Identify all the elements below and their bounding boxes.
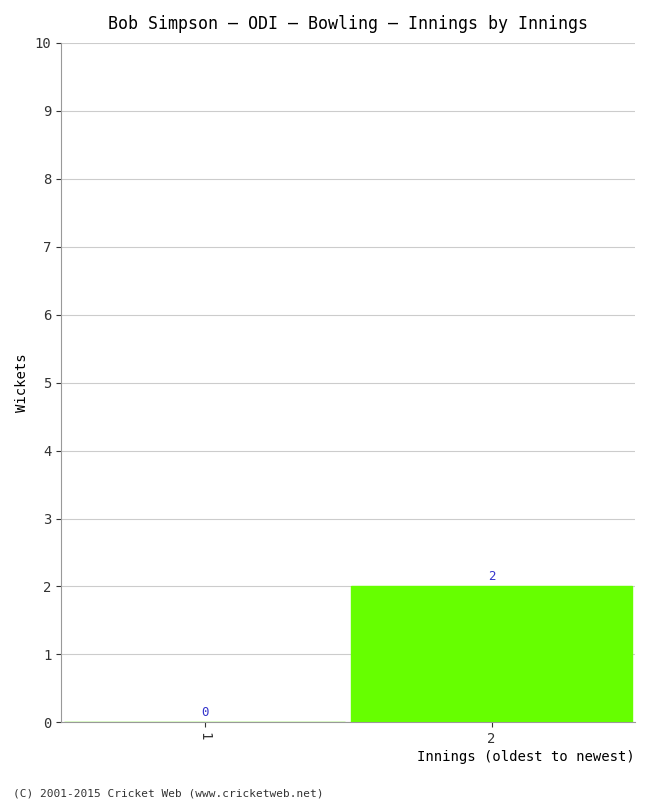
Text: 2: 2 [488,570,495,583]
Y-axis label: Wickets: Wickets [15,354,29,412]
Bar [351,586,632,722]
X-axis label: Innings (oldest to newest): Innings (oldest to newest) [417,750,635,763]
Text: 0: 0 [201,706,208,719]
Title: Bob Simpson – ODI – Bowling – Innings by Innings: Bob Simpson – ODI – Bowling – Innings by… [108,15,588,33]
Text: (C) 2001-2015 Cricket Web (www.cricketweb.net): (C) 2001-2015 Cricket Web (www.cricketwe… [13,788,324,798]
